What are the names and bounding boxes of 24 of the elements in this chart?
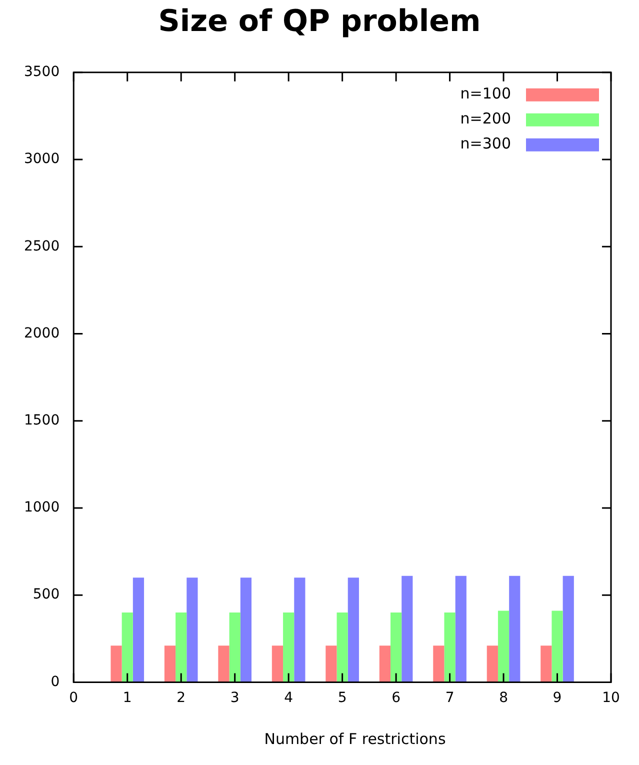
chart-title: Size of QP problem: [157, 4, 482, 39]
y-tick-label: 3000: [24, 151, 60, 168]
y-tick-label: 1000: [24, 500, 60, 516]
y-tick-label: 1500: [24, 412, 60, 428]
x-tick-label: 4: [284, 690, 294, 706]
x-tick-label: 1: [122, 690, 132, 706]
x-tick-label: 3: [230, 690, 240, 706]
x-tick-label: 10: [602, 690, 620, 706]
x-tick-label: 8: [499, 690, 508, 706]
x-axis-title: Number of F restrictions: [263, 730, 447, 748]
y-tick-label: 500: [32, 586, 60, 603]
x-tick-label: 7: [445, 690, 454, 706]
x-tick-label: 9: [552, 690, 562, 706]
x-tick-label: 2: [176, 690, 186, 706]
legend-label: n=200: [460, 109, 511, 128]
x-tick-label: 0: [69, 690, 78, 706]
y-tick-label: 3500: [24, 64, 60, 80]
legend-label: n=100: [460, 84, 511, 102]
y-tick-label: 2000: [24, 325, 60, 342]
legend-label: n=300: [460, 134, 511, 152]
y-tick-label: 0: [50, 674, 60, 690]
x-tick-label: 6: [392, 690, 401, 706]
x-tick-label: 5: [338, 690, 347, 706]
y-tick-label: 2500: [24, 238, 60, 254]
